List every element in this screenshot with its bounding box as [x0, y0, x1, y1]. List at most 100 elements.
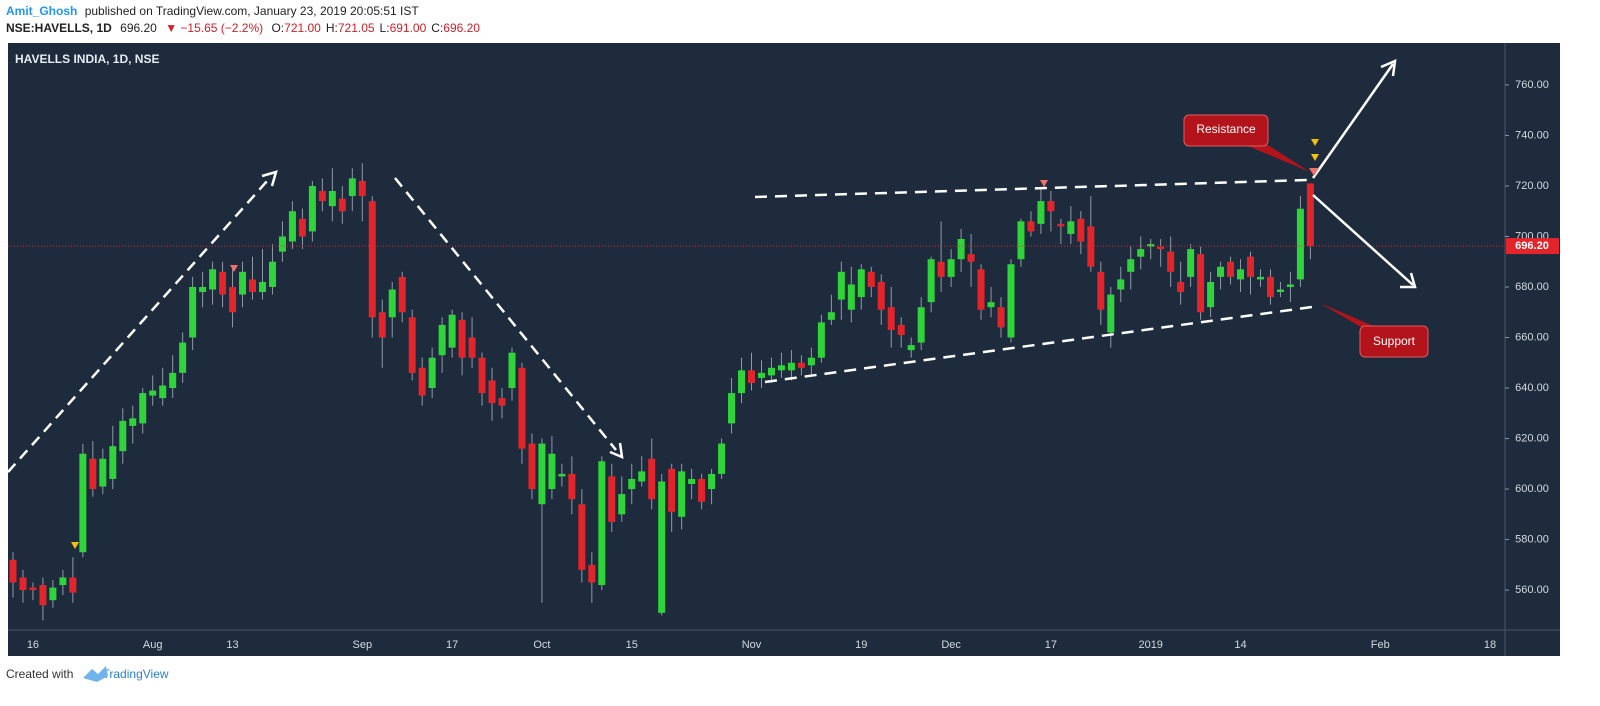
candle-body [1097, 271, 1105, 310]
candle-body [9, 559, 17, 583]
ohlc-label: C: [431, 21, 443, 35]
x-tick-label: Aug [143, 639, 163, 651]
candle-body [219, 271, 227, 295]
candle-body [1227, 261, 1235, 277]
candle-body [817, 322, 825, 358]
candle-body [757, 372, 765, 378]
signal-marker [230, 265, 238, 272]
candle-body [288, 211, 296, 242]
published-info: published on TradingView.com, January 23… [85, 4, 420, 18]
callout-text: Support [1373, 334, 1416, 348]
candle-body [249, 279, 257, 293]
signal-markers [71, 139, 1319, 549]
candle-body [638, 471, 646, 482]
candle-body [1147, 244, 1155, 247]
candle-body [1087, 226, 1095, 267]
candle-body [937, 261, 945, 277]
candle-body [618, 494, 626, 515]
candle-body [628, 478, 636, 490]
candle-body [169, 372, 177, 389]
candle-body [767, 367, 775, 376]
candle-body [139, 393, 147, 424]
candle-body [258, 281, 266, 293]
candle-body [458, 319, 466, 358]
candle-body [1167, 251, 1175, 272]
candle-body [997, 307, 1005, 328]
x-tick-label: 13 [226, 639, 238, 651]
downtrend-line [394, 177, 617, 451]
candle-body [648, 458, 656, 500]
x-tick-label: Dec [941, 639, 961, 651]
callout-text: Resistance [1196, 122, 1256, 136]
signal-marker [1311, 139, 1319, 146]
candle-body [1127, 259, 1135, 272]
candle-body [1177, 281, 1185, 293]
candle-body [1266, 276, 1274, 298]
candle-body [1286, 284, 1294, 287]
candle-body [408, 317, 416, 373]
candle-body [668, 468, 676, 512]
signal-marker [1311, 154, 1319, 161]
candle-body [59, 577, 67, 586]
candle-body [1007, 264, 1015, 338]
ohlc-label: O: [271, 21, 284, 35]
candle-body [378, 312, 386, 338]
candle-body [229, 286, 237, 313]
resistance-callout: Resistance [1183, 114, 1310, 172]
candle-body [688, 478, 696, 485]
x-tick-label: 15 [626, 639, 638, 651]
candle-body [887, 307, 895, 330]
x-tick-label: Oct [533, 639, 550, 651]
chart-panel [8, 43, 1560, 656]
callout-box [1183, 114, 1269, 147]
last-price-box [1506, 238, 1559, 255]
candle-body [418, 367, 426, 396]
candle-body [1067, 221, 1075, 234]
signal-marker [1040, 180, 1048, 187]
candle-body [159, 385, 167, 399]
ohlc-value: 721.05 [338, 21, 375, 35]
y-tick-label: 600.00 [1515, 483, 1549, 495]
candle-body [1017, 221, 1025, 260]
candle-body [69, 577, 77, 593]
support-line [764, 305, 1313, 384]
signal-marker [1309, 168, 1319, 176]
candle-body [39, 585, 47, 606]
y-tick-label: 620.00 [1515, 432, 1549, 444]
candle-body [518, 367, 526, 449]
candle-body [199, 286, 207, 293]
candle-body [1037, 201, 1045, 224]
candle-body [1217, 266, 1225, 277]
last-price-label: 696.20 [1515, 240, 1549, 252]
candle-body [388, 289, 396, 318]
candle-body [728, 393, 736, 424]
candle-body [708, 473, 716, 490]
y-tick-label: 720.00 [1515, 180, 1549, 192]
x-tick-label: 17 [446, 639, 458, 651]
candle-body [129, 418, 137, 426]
candle-body [917, 307, 925, 343]
candle-body [568, 473, 576, 500]
footer-brand[interactable]: TradingView [103, 667, 169, 681]
x-tick-label: 17 [1045, 639, 1057, 651]
candle-body [897, 324, 905, 335]
candle-body [1107, 294, 1115, 333]
candle-body [239, 271, 247, 295]
chart-title: HAVELLS INDIA, 1D, NSE [15, 52, 159, 66]
x-tick-label: Sep [353, 639, 373, 651]
candle-body [209, 269, 217, 290]
uptrend-line [7, 179, 269, 473]
candle-body [528, 443, 536, 490]
y-tick-label: 580.00 [1515, 533, 1549, 545]
candle-body [718, 443, 726, 474]
y-tick-label: 760.00 [1515, 79, 1549, 91]
candle-body [588, 564, 596, 583]
candle-body [558, 473, 566, 477]
author[interactable]: Amit_Ghosh [6, 4, 77, 18]
candle-body [308, 185, 316, 232]
x-tick-label: Feb [1371, 639, 1390, 651]
candle-body [49, 587, 57, 601]
candle-body [1197, 254, 1205, 313]
quote-line: NSE:HAVELLS, 1D 696.20 ▼ −15.65 (−2.2%) … [6, 21, 480, 35]
last-price: 696.20 [120, 21, 157, 35]
